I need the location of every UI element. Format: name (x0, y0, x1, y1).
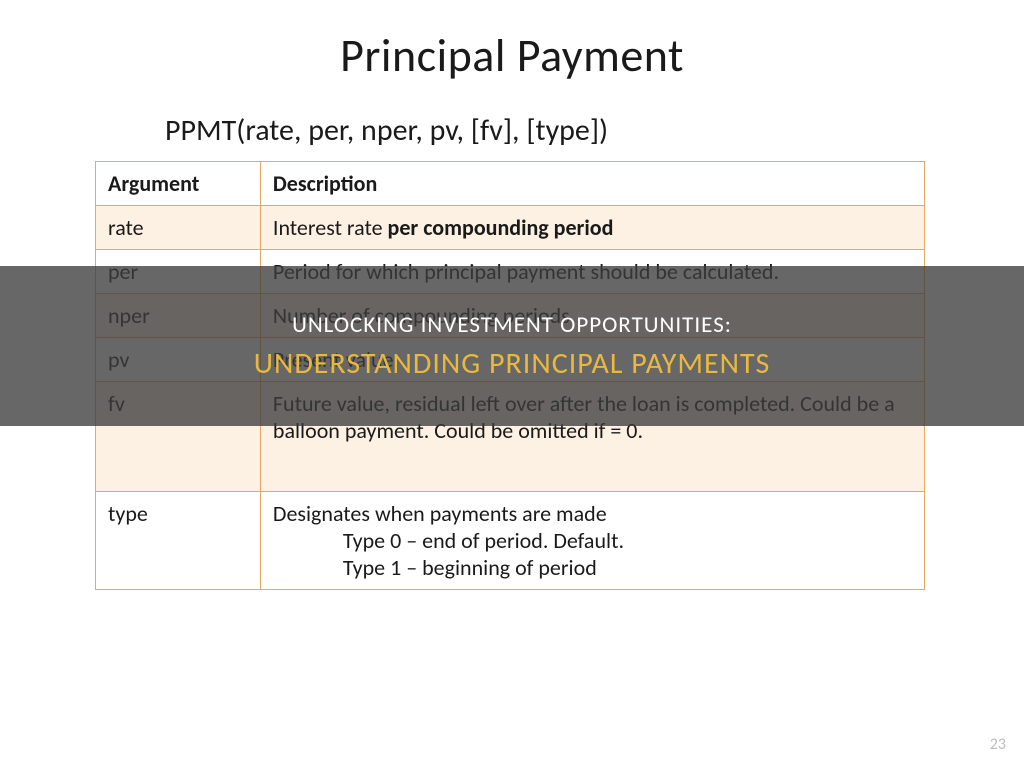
cell-arg: type (96, 492, 261, 590)
overlay-banner: UNLOCKING INVESTMENT OPPORTUNITIES: UNDE… (0, 266, 1024, 426)
cell-desc: Designates when payments are made Type 0… (260, 492, 924, 590)
desc-sub-2: Type 1 – beginning of period (273, 554, 912, 581)
cell-arg: rate (96, 206, 261, 250)
th-argument: Argument (96, 162, 261, 206)
slide-container: { "title": "Principal Payment", "formula… (0, 0, 1024, 768)
desc-text: Interest rate (273, 214, 388, 241)
th-description: Description (260, 162, 924, 206)
cell-desc: Interest rate per compounding period (260, 206, 924, 250)
desc-sub-1: Type 0 – end of period. Default. (273, 527, 912, 554)
slide-title: Principal Payment (0, 0, 1024, 84)
desc-text: Designates when payments are made (273, 500, 912, 527)
table-row: type Designates when payments are made T… (96, 492, 925, 590)
overlay-title: UNDERSTANDING PRINCIPAL PAYMENTS (254, 339, 771, 382)
table-row: rate Interest rate per compounding perio… (96, 206, 925, 250)
page-number: 23 (990, 735, 1006, 754)
formula-syntax: PPMT(rate, per, nper, pv, [fv], [type]) (0, 84, 1024, 161)
desc-bold: per compounding period (388, 214, 614, 241)
overlay-subtitle: UNLOCKING INVESTMENT OPPORTUNITIES: (292, 311, 732, 339)
table-header-row: Argument Description (96, 162, 925, 206)
